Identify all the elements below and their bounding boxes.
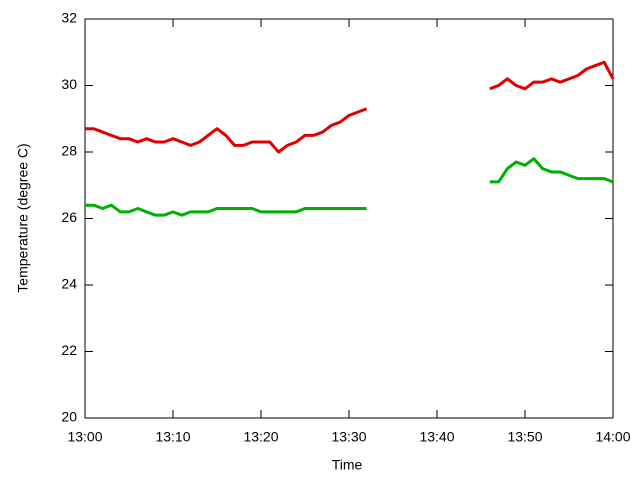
x-tick-label: 13:10 bbox=[155, 429, 190, 445]
y-tick-label: 24 bbox=[61, 276, 77, 292]
y-axis-label: Temperature (degree C) bbox=[15, 143, 31, 292]
data-line bbox=[85, 157, 614, 217]
x-tick-label: 13:20 bbox=[243, 429, 278, 445]
y-tick-label: 32 bbox=[61, 10, 77, 26]
y-tick-label: 30 bbox=[61, 76, 77, 92]
x-tick-label: 13:50 bbox=[507, 429, 542, 445]
y-tick-label: 28 bbox=[61, 143, 77, 159]
x-tick-label: 13:30 bbox=[331, 429, 366, 445]
x-tick-label: 14:00 bbox=[595, 429, 630, 445]
x-tick-label: 13:40 bbox=[419, 429, 454, 445]
y-tick-label: 26 bbox=[61, 209, 77, 225]
x-axis-label: Time bbox=[332, 457, 363, 473]
plot-frame bbox=[84, 18, 614, 419]
y-tick-label: 22 bbox=[61, 342, 77, 358]
data-line bbox=[85, 60, 615, 154]
x-tick-label: 13:00 bbox=[67, 429, 102, 445]
y-tick-label: 20 bbox=[61, 409, 77, 425]
